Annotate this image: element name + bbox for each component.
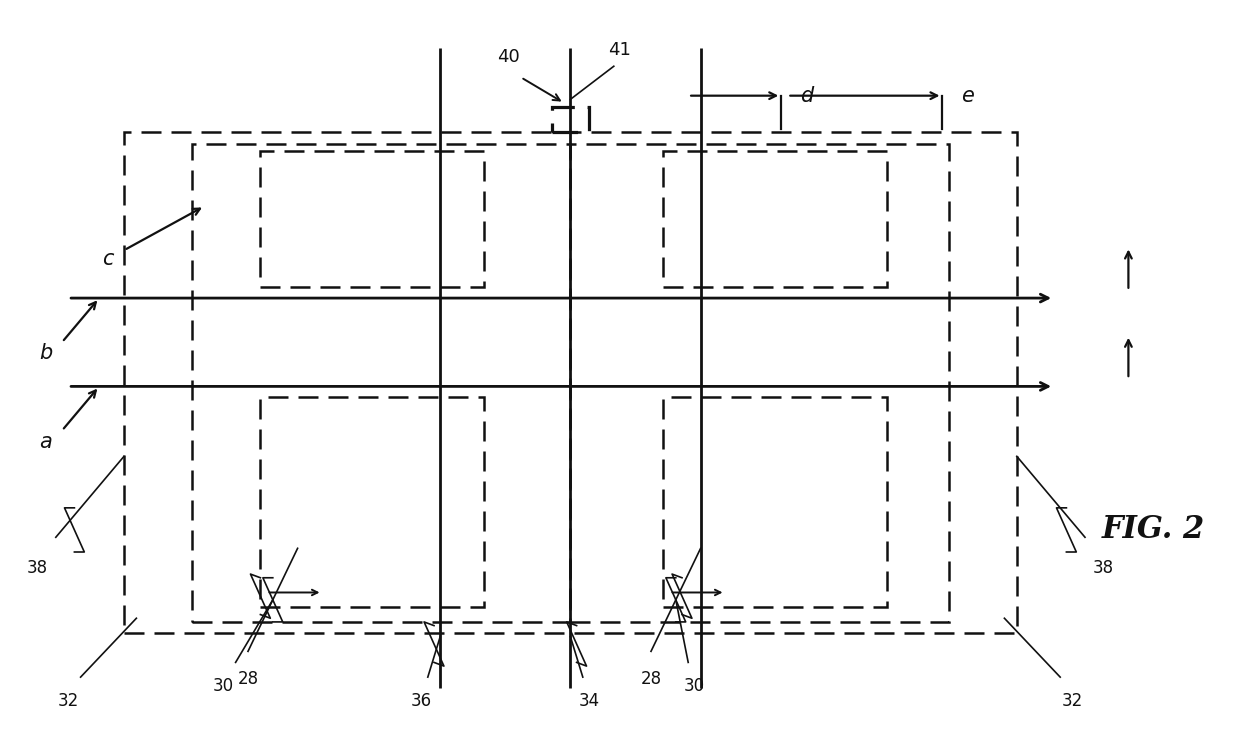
Text: e: e	[961, 85, 973, 106]
Text: 28: 28	[237, 670, 259, 687]
Text: d: d	[800, 85, 813, 106]
Text: 34: 34	[578, 692, 600, 710]
Text: 38: 38	[26, 559, 48, 577]
Bar	[192, 144, 570, 622]
Text: b: b	[40, 343, 52, 364]
Text: 38: 38	[1092, 559, 1115, 577]
Bar	[124, 132, 1017, 633]
Bar	[260, 397, 484, 607]
Text: 36: 36	[410, 692, 433, 710]
Text: 30: 30	[212, 677, 234, 695]
Text: 32: 32	[57, 692, 79, 710]
Text: 30: 30	[683, 677, 706, 695]
Bar	[663, 397, 887, 607]
Text: FIG. 2: FIG. 2	[1101, 514, 1205, 545]
Text: c: c	[102, 249, 114, 269]
Bar	[552, 107, 589, 132]
Bar	[663, 151, 887, 287]
Text: 40: 40	[497, 49, 520, 66]
Text: 28: 28	[640, 670, 662, 687]
Text: 32: 32	[1061, 692, 1084, 710]
Bar	[570, 144, 949, 622]
Bar	[260, 151, 484, 287]
Text: a: a	[40, 431, 52, 452]
Text: 41: 41	[609, 41, 631, 59]
